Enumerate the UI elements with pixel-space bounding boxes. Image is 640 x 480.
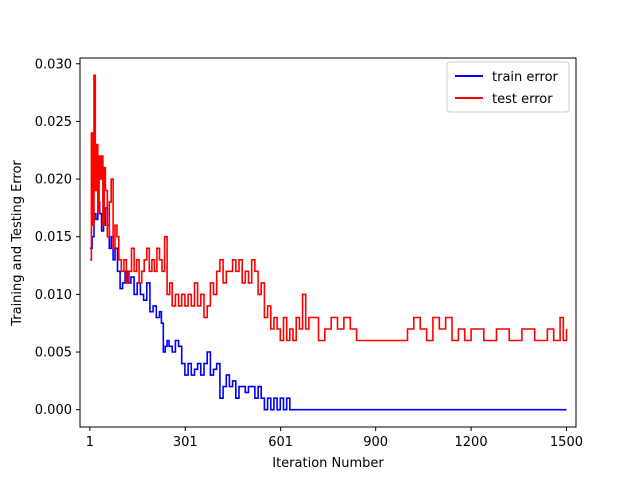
x-tick-label: 1500 xyxy=(550,435,583,450)
y-tick-label: 0.000 xyxy=(35,403,72,418)
series-layer xyxy=(89,74,568,411)
legend-label-train-error: train error xyxy=(492,70,559,85)
plot-frame xyxy=(79,57,577,428)
x-tick-label: 601 xyxy=(268,435,293,450)
y-tick-label: 0.030 xyxy=(35,57,72,72)
x-axis-ticks: 1 301 601 900 1200 1500 xyxy=(86,427,583,450)
y-tick-label: 0.010 xyxy=(35,288,72,303)
series-line-train-error xyxy=(89,201,567,411)
y-tick-label: 0.005 xyxy=(35,346,72,361)
y-tick-label: 0.020 xyxy=(35,173,72,188)
x-tick-label: 1 xyxy=(86,435,94,450)
series-line-test-error xyxy=(89,74,568,342)
x-tick-label: 1200 xyxy=(455,435,488,450)
x-tick-label: 301 xyxy=(173,435,198,450)
legend-box xyxy=(446,61,570,113)
x-axis-label: Iteration Number xyxy=(272,456,384,471)
legend: train error test error xyxy=(446,61,570,113)
legend-label-test-error: test error xyxy=(492,92,553,107)
y-axis-label: Training and Testing Error xyxy=(10,160,25,327)
y-axis-ticks: 0.000 0.005 0.010 0.015 0.020 0.025 0.030 xyxy=(35,57,80,418)
x-tick-label: 900 xyxy=(363,435,388,450)
y-tick-label: 0.025 xyxy=(35,115,72,130)
y-tick-label: 0.015 xyxy=(35,230,72,245)
